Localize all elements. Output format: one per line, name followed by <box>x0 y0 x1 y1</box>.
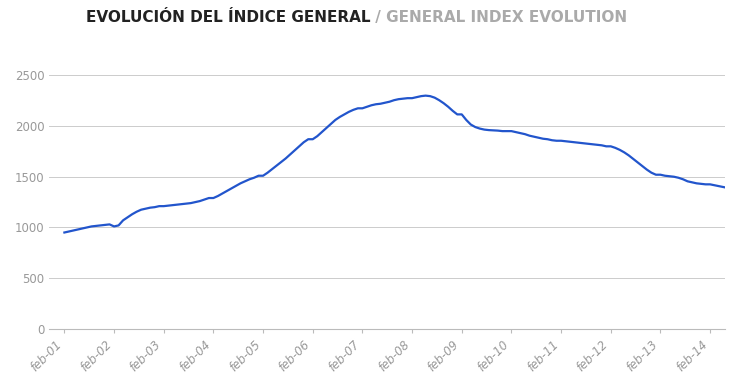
Text: / GENERAL INDEX EVOLUTION: / GENERAL INDEX EVOLUTION <box>370 10 627 25</box>
Text: EVOLUCIÓN DEL ÍNDICE GENERAL: EVOLUCIÓN DEL ÍNDICE GENERAL <box>86 10 370 25</box>
